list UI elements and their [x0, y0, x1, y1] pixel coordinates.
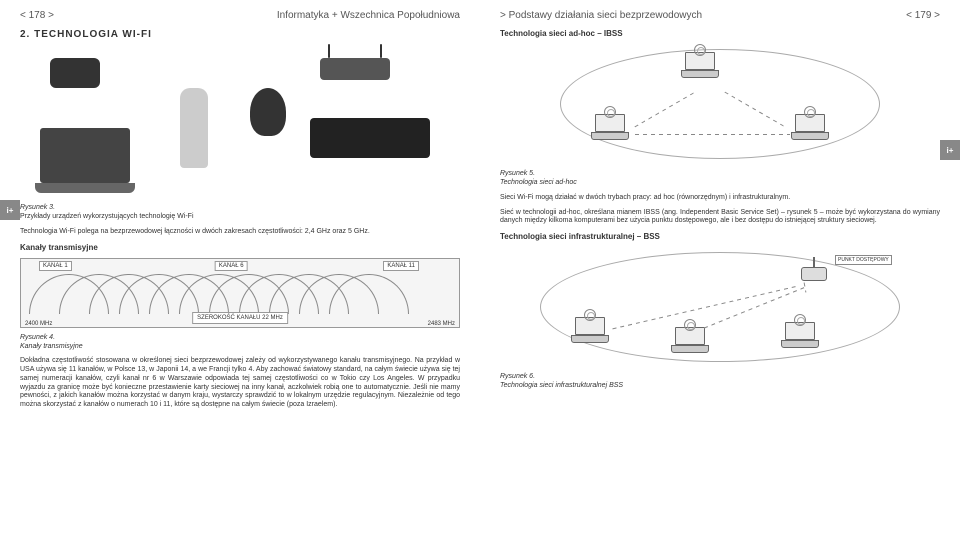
adhoc-laptop-top — [680, 52, 720, 80]
devices-figure — [20, 48, 460, 198]
router-antenna-2 — [380, 44, 382, 58]
radio-icon — [604, 106, 616, 118]
adhoc-laptop-left — [590, 114, 630, 142]
laptop-base — [791, 132, 829, 140]
channel-label-11: KANAŁ 11 — [383, 261, 419, 271]
bss-laptop-1 — [570, 317, 610, 345]
fig4-caption-b: Kanały transmisyjne — [20, 343, 460, 352]
left-header-row: < 178 > Informatyka + Wszechnica Popołud… — [20, 10, 460, 21]
device-laptop-base — [35, 183, 135, 193]
channel-label-6: KANAŁ 6 — [215, 261, 248, 271]
device-keyboard — [310, 118, 430, 158]
right-para2: Sieć w technologii ad-hoc, określana mia… — [500, 209, 940, 227]
fig4-caption-a: Rysunek 4. — [20, 334, 460, 341]
right-para1: Sieci Wi-Fi mogą działać w dwóch trybach… — [500, 194, 940, 203]
channel-label-1: KANAŁ 1 — [39, 261, 72, 271]
fig3-caption-b: Przykłady urządzeń wykorzystujących tech… — [20, 213, 460, 222]
router-antenna-1 — [328, 44, 330, 58]
channels-title: Kanały transmisyjne — [20, 243, 460, 252]
fig5-caption-a: Rysunek 5. — [500, 170, 940, 177]
ap-box — [801, 267, 827, 281]
radio-icon — [684, 319, 696, 331]
device-laptop — [40, 128, 130, 183]
right-header-row: > Podstawy działania sieci bezprzewodowy… — [500, 10, 940, 21]
channels-figure: KANAŁ 1 KANAŁ 6 KANAŁ 11 2400 MHz 2483 M… — [20, 258, 460, 328]
bss-title: Technologia sieci infrastrukturalnej – B… — [500, 232, 940, 241]
punkt-label: PUNKT DOSTĘPOWY — [835, 255, 892, 265]
radio-icon — [804, 106, 816, 118]
info-icon-left: i+ — [0, 200, 20, 220]
fig6-caption-b: Technologia sieci infrastrukturalnej BSS — [500, 382, 940, 391]
radio-icon — [694, 44, 706, 56]
access-point — [800, 257, 828, 281]
ibss-title: Technologia sieci ad-hoc – IBSS — [500, 29, 940, 38]
bandwidth-label: SZEROKOŚĆ KANAŁU 22 MHz — [192, 312, 288, 324]
left-page: < 178 > Informatyka + Wszechnica Popołud… — [0, 0, 480, 551]
bss-figure: PUNKT DOSTĘPOWY — [500, 247, 940, 367]
laptop-base — [571, 335, 609, 343]
adhoc-laptop-right — [790, 114, 830, 142]
ap-antenna — [813, 257, 815, 267]
bss-ellipse — [540, 252, 900, 362]
freq-low: 2400 MHz — [25, 321, 52, 327]
device-router — [320, 58, 390, 80]
device-mouse — [250, 88, 286, 136]
right-header-title: > Podstawy działania sieci bezprzewodowy… — [500, 10, 702, 21]
fig6-caption-a: Rysunek 6. — [500, 373, 940, 380]
right-page: > Podstawy działania sieci bezprzewodowy… — [480, 0, 960, 551]
tech-text: Technologia Wi-Fi polega na bezprzewodow… — [20, 228, 460, 237]
adhoc-ellipse — [560, 49, 880, 159]
bss-laptop-2 — [670, 327, 710, 355]
info-icon-right: i+ — [940, 140, 960, 160]
bss-laptop-3 — [780, 322, 820, 350]
link-3 — [635, 134, 790, 135]
left-body: Dokładna częstotliwość stosowana w okreś… — [20, 357, 460, 410]
device-phone — [50, 58, 100, 88]
fig3-caption-a: Rysunek 3. — [20, 204, 460, 211]
left-page-number: < 178 > — [20, 10, 54, 21]
fig5-caption-b: Technologia sieci ad-hoc — [500, 179, 940, 188]
laptop-base — [781, 340, 819, 348]
laptop-base — [591, 132, 629, 140]
right-page-number: < 179 > — [906, 10, 940, 21]
section-title-wifi: 2. TECHNOLOGIA WI-FI — [20, 29, 460, 40]
laptop-base — [671, 345, 709, 353]
left-header-title: Informatyka + Wszechnica Popołudniowa — [277, 10, 460, 21]
adhoc-figure — [500, 44, 940, 164]
radio-icon — [584, 309, 596, 321]
device-antenna — [180, 88, 208, 168]
freq-high: 2483 MHz — [428, 321, 455, 327]
laptop-base — [681, 70, 719, 78]
radio-icon — [794, 314, 806, 326]
